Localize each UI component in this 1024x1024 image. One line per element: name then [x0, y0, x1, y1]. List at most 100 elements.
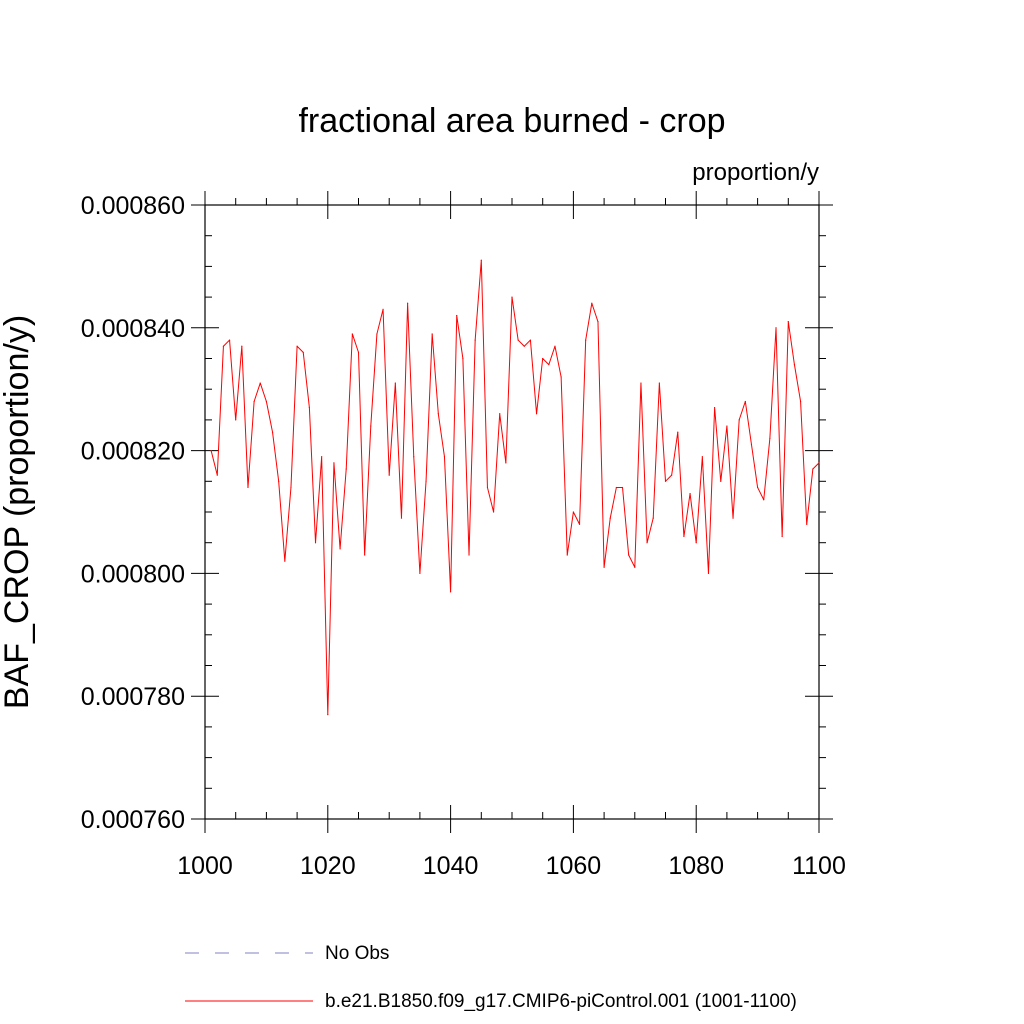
data-point [615, 486, 617, 489]
data-point [462, 357, 464, 360]
data-point [486, 486, 489, 489]
data-point [308, 407, 310, 409]
data-point [425, 480, 427, 482]
data-point [228, 339, 231, 341]
data-point [400, 517, 403, 519]
data-point [492, 511, 495, 513]
data-point [443, 456, 446, 458]
data-point [664, 480, 667, 482]
data-point [259, 382, 261, 384]
x-tick-label: 1080 [668, 852, 724, 880]
data-point [646, 542, 648, 544]
data-point [707, 572, 710, 575]
data-point [634, 566, 636, 568]
data-point [394, 382, 396, 384]
data-point [726, 425, 728, 427]
data-point [732, 517, 734, 519]
y-tick-label: 0.000840 [81, 315, 185, 343]
data-point [450, 591, 452, 593]
data-point [517, 339, 519, 341]
y-tick-label: 0.000780 [81, 683, 185, 711]
data-point [683, 535, 685, 538]
data-point [769, 437, 771, 439]
data-point [357, 351, 360, 353]
units-label: proportion/y [692, 159, 819, 186]
data-point [321, 456, 323, 458]
series-group [210, 259, 820, 716]
data-point [572, 511, 575, 513]
data-point [677, 431, 679, 433]
y-tick-label: 0.000860 [81, 192, 185, 220]
chart-title: fractional area burned - crop [298, 102, 725, 140]
data-point [529, 339, 532, 341]
x-axis-ticks: 1000 1020 1040 1060 1080 1100 [177, 191, 846, 880]
data-point [407, 302, 409, 304]
data-point [744, 400, 746, 403]
data-point [364, 554, 366, 556]
x-tick-label: 1100 [792, 852, 846, 880]
data-point [542, 357, 544, 360]
data-point [351, 333, 353, 335]
data-point [499, 413, 501, 415]
data-point [689, 492, 691, 495]
data-point [339, 548, 341, 550]
data-point [327, 714, 329, 716]
data-point [757, 486, 759, 489]
x-tick-label: 1000 [177, 852, 233, 880]
data-point [247, 486, 249, 489]
legend: No Obs b.e21.B1850.f09_g17.CMIP6-piContr… [185, 943, 797, 1012]
data-point [431, 333, 433, 335]
data-point [578, 523, 581, 525]
data-point [695, 542, 697, 544]
data-point [284, 560, 286, 562]
data-point [253, 400, 255, 403]
data-point [793, 364, 796, 366]
data-point [763, 499, 765, 501]
data-point [591, 302, 593, 304]
data-point [818, 462, 820, 464]
data-point [505, 462, 507, 464]
data-point [714, 407, 716, 409]
data-point [265, 400, 267, 403]
data-point [376, 333, 378, 335]
legend-label-picontrol: b.e21.B1850.f09_g17.CMIP6-piControl.001 … [325, 991, 797, 1012]
y-tick-label: 0.000800 [81, 560, 185, 588]
y-axis-ticks: 0.000760 0.000780 0.000800 0.000820 0.000840… [81, 192, 833, 834]
data-point [566, 554, 568, 556]
data-point [720, 480, 722, 482]
data-point [585, 339, 587, 341]
data-point [523, 345, 525, 347]
y-axis-label: BAF_CROP (proportion/y) [0, 315, 36, 709]
legend-label-no-obs: No Obs [325, 943, 389, 964]
data-point [370, 425, 372, 427]
data-point [388, 474, 390, 476]
data-point [671, 474, 673, 476]
data-point [480, 259, 482, 261]
data-point [781, 535, 783, 538]
data-point [235, 419, 237, 421]
x-tick-label: 1040 [423, 852, 479, 880]
data-point [628, 554, 630, 556]
data-point [314, 542, 317, 544]
y-tick-label: 0.000760 [81, 806, 185, 834]
data-point [799, 400, 802, 403]
data-point [271, 431, 274, 433]
data-point [333, 462, 335, 464]
data-point [812, 468, 814, 470]
x-tick-label: 1020 [300, 852, 356, 880]
data-point [290, 486, 292, 489]
data-point [787, 321, 789, 323]
data-point [750, 443, 753, 446]
data-point [560, 376, 562, 378]
data-point [621, 486, 624, 489]
data-point [603, 566, 605, 568]
data-point [216, 474, 218, 476]
x-tick-label: 1060 [546, 852, 602, 880]
data-point [535, 413, 538, 415]
data-point [241, 345, 243, 347]
data-point [210, 450, 212, 452]
data-point [474, 339, 476, 341]
data-point [548, 364, 550, 366]
data-point [468, 554, 470, 556]
